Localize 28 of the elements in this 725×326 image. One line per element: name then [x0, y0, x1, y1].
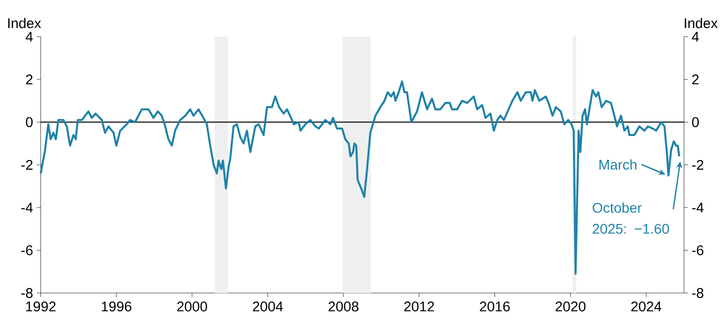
x-tick-label: 2020 — [556, 302, 586, 312]
x-tick-label: 2016 — [480, 302, 510, 312]
y-tick-label: 4 — [26, 32, 33, 42]
y2-tick-label: 2 — [692, 74, 699, 84]
y2-tick-label: 4 — [692, 32, 699, 42]
annotation: March — [600, 159, 636, 170]
x-tick-label: 1992 — [26, 302, 56, 312]
x-tick-label: 2024 — [631, 302, 662, 312]
y-tick-label: 0 — [26, 117, 33, 128]
line-series — [40, 80, 680, 275]
y-tick-label: -6 — [21, 245, 33, 256]
y2-tick-label: 0 — [692, 117, 699, 128]
x-tick-label: 1996 — [102, 302, 132, 312]
y2-axis-title: Index — [684, 18, 718, 28]
y-axis-title: Index — [8, 18, 42, 28]
annotation: October 2025: −1.60 — [592, 202, 669, 234]
y2-tick-label: -8 — [692, 288, 704, 298]
y2-tick-label: -2 — [692, 160, 704, 170]
y-tick-label: 2 — [26, 74, 32, 84]
x-tick-label: 2000 — [177, 302, 208, 312]
y-tick-label: -4 — [21, 202, 33, 212]
y2-tick-label: -6 — [692, 245, 704, 256]
y-tick-label: -2 — [21, 160, 32, 170]
y2-tick-label: -4 — [692, 202, 704, 212]
y-tick-label: -8 — [21, 288, 33, 298]
x-tick-label: 2004 — [252, 302, 283, 312]
x-tick-label: 2012 — [404, 302, 434, 312]
x-tick-label: 2008 — [328, 302, 358, 312]
